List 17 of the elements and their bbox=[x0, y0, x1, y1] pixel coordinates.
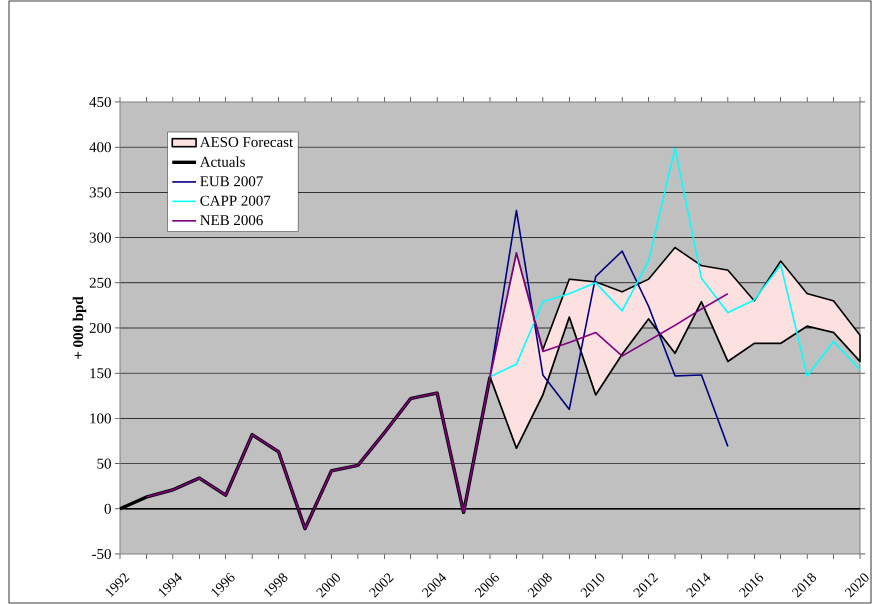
y-axis-title: + 000 bpd bbox=[72, 296, 86, 359]
legend-label: NEB 2006 bbox=[200, 215, 263, 226]
y-tick-label: 150 bbox=[90, 368, 111, 378]
y-tick-label: 0 bbox=[104, 504, 111, 514]
y-tick-label: 300 bbox=[90, 232, 111, 243]
y-tick-label: -50 bbox=[92, 548, 111, 560]
legend-label: EUB 2007 bbox=[200, 176, 263, 186]
legend-label: CAPP 2007 bbox=[200, 196, 270, 206]
y-tick-label: 400 bbox=[89, 142, 111, 152]
y-tick-label: 50 bbox=[97, 458, 111, 469]
legend-label: Actuals bbox=[200, 156, 245, 167]
y-tick-label: 200 bbox=[90, 322, 111, 334]
y-tick-label: 450 bbox=[89, 96, 111, 108]
y-tick-label: 250 bbox=[90, 278, 111, 288]
y-tick-label: 350 bbox=[90, 187, 111, 198]
legend-label: AESO Forecast bbox=[200, 137, 294, 148]
y-tick-label: 100 bbox=[90, 413, 111, 424]
